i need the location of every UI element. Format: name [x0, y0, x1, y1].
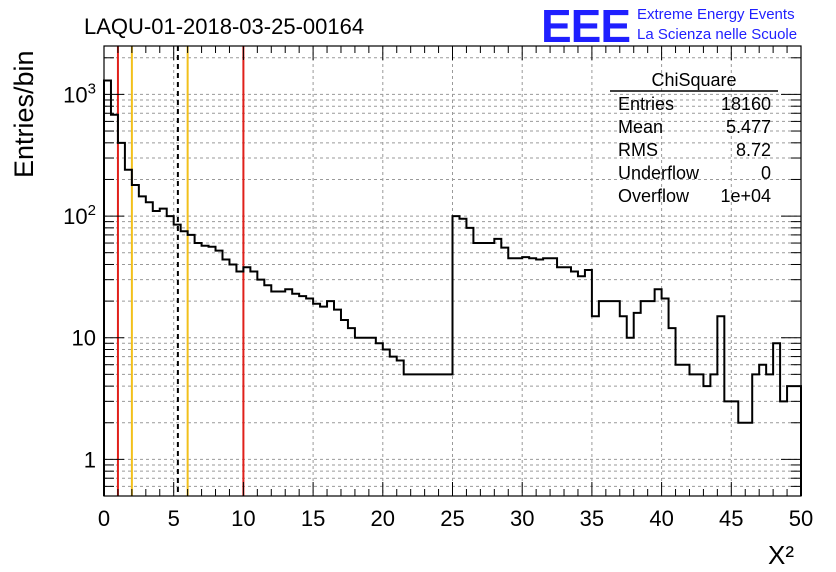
stats-label: RMS [618, 140, 658, 160]
x-tick-label: 30 [510, 506, 534, 531]
y-tick-labels: 1 10 102 103 [63, 80, 96, 472]
stats-value: 5.477 [726, 117, 771, 137]
stats-label: Underflow [618, 163, 700, 183]
stats-label: Mean [618, 117, 663, 137]
x-tick-labels: 0 5 10 15 20 25 30 35 40 45 50 [98, 506, 813, 531]
x-tick-label: 25 [440, 506, 464, 531]
y-tick-label: 103 [63, 80, 96, 107]
y-tick-label: 10 [72, 326, 96, 351]
stats-label: Overflow [618, 186, 690, 206]
stats-value: 0 [761, 163, 771, 183]
x-tick-label: 15 [301, 506, 325, 531]
stats-value: 1e+04 [720, 186, 771, 206]
x-tick-label: 10 [231, 506, 255, 531]
stats-title: ChiSquare [651, 70, 736, 90]
x-axis-label: X² [768, 540, 794, 570]
stats-value: 8.72 [736, 140, 771, 160]
x-tick-label: 5 [168, 506, 180, 531]
stats-box: ChiSquare Entries 18160 Mean 5.477 RMS 8.72 Un… [610, 70, 778, 206]
eee-logo-line1: Extreme Energy Events [637, 6, 795, 23]
x-tick-label: 50 [789, 506, 813, 531]
eee-logo-line2: La Scienza nelle Scuole [637, 26, 797, 43]
y-tick-label: 1 [84, 447, 96, 472]
stats-value: 18160 [721, 94, 771, 114]
stats-rows: Entries 18160 Mean 5.477 RMS 8.72 Underflow 0 Ov… [618, 94, 771, 206]
x-tick-label: 35 [580, 506, 604, 531]
chart-title: LAQU-01-2018-03-25-00164 [84, 14, 364, 39]
x-tick-label: 40 [649, 506, 673, 531]
histogram-series [103, 79, 802, 496]
stats-label: Entries [618, 94, 674, 114]
x-tick-label: 20 [371, 506, 395, 531]
eee-logo: EEE Extreme Energy Events La Scienza nel… [541, 0, 797, 52]
eee-logo-mark: EEE [541, 0, 630, 52]
x-tick-label: 45 [719, 506, 743, 531]
y-axis-label: Entries/bin [9, 50, 39, 178]
x-tick-label: 0 [98, 506, 110, 531]
y-tick-label: 102 [63, 202, 96, 229]
axis-ticks [103, 46, 802, 497]
